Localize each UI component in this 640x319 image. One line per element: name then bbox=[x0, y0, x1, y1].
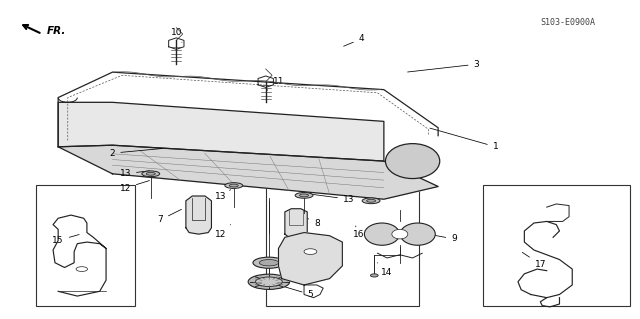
Ellipse shape bbox=[371, 274, 378, 277]
Bar bbox=[36, 185, 135, 306]
Ellipse shape bbox=[225, 183, 243, 189]
Ellipse shape bbox=[367, 199, 376, 202]
Ellipse shape bbox=[385, 144, 440, 179]
Text: 3: 3 bbox=[408, 60, 479, 72]
Ellipse shape bbox=[300, 194, 308, 197]
Ellipse shape bbox=[362, 198, 380, 204]
Text: 10: 10 bbox=[171, 28, 182, 42]
Ellipse shape bbox=[295, 193, 313, 198]
Text: 4: 4 bbox=[344, 34, 364, 46]
Polygon shape bbox=[186, 196, 211, 234]
Text: 5: 5 bbox=[280, 286, 314, 299]
Text: 13: 13 bbox=[120, 169, 149, 178]
Text: 12: 12 bbox=[299, 236, 323, 248]
Ellipse shape bbox=[147, 172, 156, 175]
Text: 12: 12 bbox=[120, 181, 150, 193]
Ellipse shape bbox=[400, 223, 435, 245]
Text: 1: 1 bbox=[430, 128, 499, 151]
Polygon shape bbox=[278, 233, 342, 285]
Text: S103-E0900A: S103-E0900A bbox=[540, 18, 595, 27]
Polygon shape bbox=[285, 209, 307, 240]
Text: 11: 11 bbox=[267, 77, 284, 90]
Ellipse shape bbox=[259, 260, 278, 266]
Bar bbox=[483, 185, 630, 306]
Polygon shape bbox=[58, 145, 438, 199]
Text: 13: 13 bbox=[302, 193, 355, 204]
Text: 13: 13 bbox=[215, 190, 230, 201]
Ellipse shape bbox=[253, 257, 285, 268]
Ellipse shape bbox=[304, 249, 317, 255]
Text: 9: 9 bbox=[420, 233, 457, 243]
Text: 7: 7 bbox=[157, 209, 182, 224]
Text: 16: 16 bbox=[353, 226, 364, 239]
Bar bbox=[266, 185, 419, 306]
Ellipse shape bbox=[229, 184, 238, 187]
Text: 6: 6 bbox=[273, 263, 314, 274]
Ellipse shape bbox=[392, 229, 408, 239]
Text: 8: 8 bbox=[296, 212, 320, 227]
Polygon shape bbox=[58, 102, 384, 161]
Ellipse shape bbox=[364, 223, 399, 245]
Text: FR.: FR. bbox=[47, 26, 66, 36]
Text: 14: 14 bbox=[378, 263, 393, 277]
Ellipse shape bbox=[76, 267, 88, 271]
Ellipse shape bbox=[142, 171, 160, 177]
Ellipse shape bbox=[255, 277, 282, 286]
Text: 15: 15 bbox=[52, 234, 79, 245]
Text: 2: 2 bbox=[109, 149, 162, 158]
Ellipse shape bbox=[248, 274, 290, 289]
Text: 17: 17 bbox=[522, 252, 546, 269]
Text: 12: 12 bbox=[215, 225, 230, 239]
